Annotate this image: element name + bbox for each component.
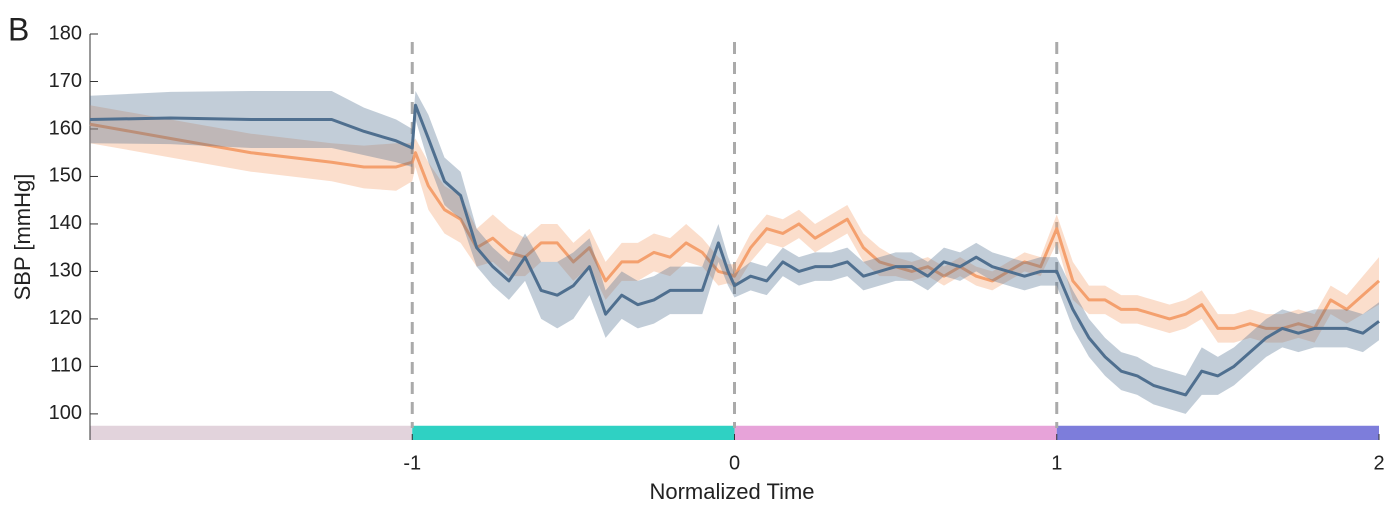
x-tick-label: 1 xyxy=(1051,452,1062,474)
phase-band xyxy=(90,425,413,440)
error-band xyxy=(90,90,1379,414)
y-axis-label: SBP [mmHg] xyxy=(10,174,35,301)
y-tick-label: 140 xyxy=(49,212,82,234)
error-band xyxy=(90,105,1379,343)
y-tick-label: 180 xyxy=(49,22,82,44)
phase-band xyxy=(734,425,1057,440)
y-tick-label: 150 xyxy=(49,165,82,187)
y-tick-label: 160 xyxy=(49,117,82,139)
y-tick-label: 110 xyxy=(50,355,82,377)
mean-line xyxy=(89,122,1380,330)
mean-line xyxy=(89,103,1380,397)
y-tick-label: 100 xyxy=(49,402,82,424)
y-tick-label: 120 xyxy=(49,307,82,329)
y-tick-label: 130 xyxy=(49,260,82,282)
y-tick-label: 170 xyxy=(49,70,82,92)
x-tick-label: 0 xyxy=(729,452,740,474)
phase-band xyxy=(1056,425,1379,440)
x-axis-label: Normalized Time xyxy=(649,479,814,504)
phase-band xyxy=(412,425,735,440)
panel-label: B xyxy=(8,11,29,47)
x-tick-label: 2 xyxy=(1373,452,1384,474)
x-tick-label: -1 xyxy=(403,452,421,474)
